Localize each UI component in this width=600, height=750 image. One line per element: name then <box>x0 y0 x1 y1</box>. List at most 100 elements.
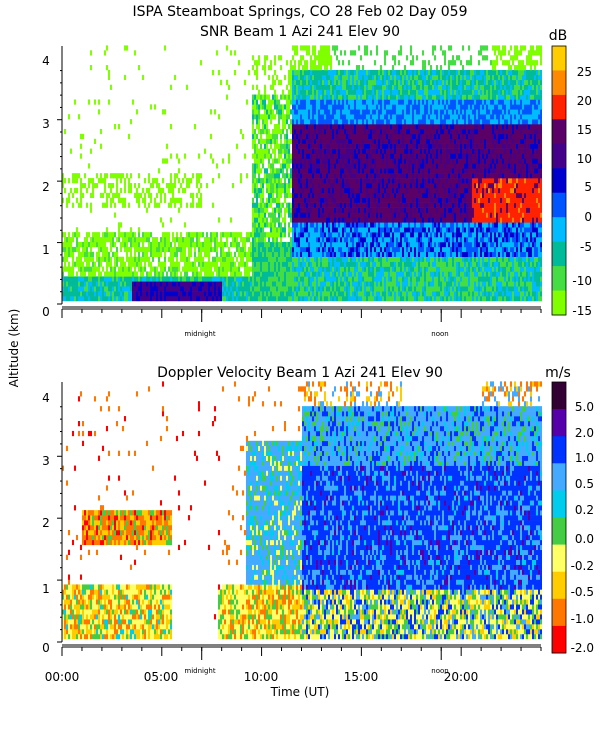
snr-cell <box>308 153 310 159</box>
snr-cell <box>274 222 276 228</box>
snr-cell <box>374 237 376 243</box>
snr-cell <box>318 178 320 184</box>
snr-cell <box>202 232 204 238</box>
snr-cell <box>284 192 286 199</box>
snr-cell <box>380 89 382 95</box>
snr-cell <box>228 276 230 282</box>
snr-cell <box>360 237 362 243</box>
snr-cell <box>96 266 98 272</box>
snr-cell <box>390 271 392 277</box>
snr-cell <box>188 256 190 262</box>
snr-cell <box>344 163 346 169</box>
snr-cell <box>376 197 378 203</box>
snr-cell <box>378 168 380 174</box>
snr-cell <box>344 266 346 272</box>
snr-cell <box>294 182 296 189</box>
snr-cell <box>244 271 246 277</box>
snr-cell <box>324 153 326 159</box>
snr-cell <box>398 202 400 208</box>
snr-cell <box>118 173 120 179</box>
snr-cell <box>370 50 372 56</box>
snr-cell <box>358 104 360 110</box>
snr-cell <box>398 143 400 149</box>
snr-cell <box>366 173 368 179</box>
snr-cell <box>366 291 368 297</box>
snr-cell <box>314 222 316 228</box>
snr-cell <box>358 222 360 228</box>
snr-cell <box>364 50 366 56</box>
snr-cell <box>386 222 388 228</box>
snr-cell <box>382 207 384 213</box>
snr-cell <box>340 202 342 208</box>
snr-cell <box>260 241 262 248</box>
snr-cell <box>240 128 242 135</box>
snr-cell <box>360 55 362 61</box>
snr-cell <box>246 281 248 287</box>
snr-cell <box>120 241 122 248</box>
snr-cell <box>306 114 308 120</box>
snr-cell <box>384 104 386 110</box>
snr-cell <box>318 168 320 174</box>
snr-cell <box>212 237 214 243</box>
snr-cell <box>322 60 324 66</box>
snr-cell <box>128 261 130 267</box>
snr-cell <box>312 202 314 208</box>
snr-cell <box>118 124 120 130</box>
snr-cell <box>300 182 302 189</box>
snr-cell <box>126 271 128 277</box>
snr-cell <box>322 197 324 203</box>
snr-cell <box>294 222 296 228</box>
snr-cell <box>326 241 328 248</box>
snr-cell <box>322 266 324 272</box>
snr-cell <box>302 143 304 149</box>
snr-cell <box>254 276 256 282</box>
snr-cell <box>386 104 388 110</box>
snr-cell <box>342 182 344 189</box>
snr-cell <box>264 232 266 238</box>
snr-cell <box>362 168 364 174</box>
snr-cell <box>106 237 108 243</box>
snr-cell <box>80 276 82 282</box>
snr-cell <box>394 286 396 292</box>
snr-cell <box>354 114 356 120</box>
snr-cell <box>172 197 174 203</box>
snr-cell <box>374 114 376 120</box>
snr-cell <box>390 192 392 199</box>
snr-cell <box>336 182 338 189</box>
snr-cell <box>232 296 234 302</box>
snr-cell <box>84 296 86 302</box>
snr-cell <box>376 50 378 56</box>
snr-cell <box>390 266 392 272</box>
snr-cell <box>260 153 262 159</box>
snr-cell <box>222 256 224 262</box>
snr-cell <box>64 128 66 135</box>
snr-cell <box>304 212 306 218</box>
snr-cell <box>276 271 278 277</box>
snr-cell <box>334 124 336 130</box>
snr-cell <box>304 227 306 233</box>
snr-cell <box>110 237 112 243</box>
snr-cell <box>70 241 72 248</box>
snr-cell <box>354 148 356 154</box>
snr-cell <box>214 241 216 248</box>
snr-cell <box>276 251 278 257</box>
snr-cell <box>168 182 170 189</box>
snr-cell <box>336 114 338 120</box>
snr-cell <box>398 192 400 199</box>
snr-cell <box>316 138 318 144</box>
snr-cell <box>364 246 366 253</box>
snr-cell <box>280 153 282 159</box>
snr-cell <box>362 79 364 85</box>
snr-cell <box>368 109 370 115</box>
snr-cell <box>226 261 228 267</box>
snr-cell <box>394 109 396 115</box>
snr-cell <box>142 256 144 262</box>
snr-cell <box>278 79 280 85</box>
snr-cell <box>262 99 264 105</box>
snr-cell <box>78 251 80 257</box>
snr-cell <box>298 114 300 120</box>
snr-cell <box>374 251 376 257</box>
snr-cell <box>218 217 220 223</box>
snr-cell <box>252 163 254 169</box>
snr-cell <box>146 256 148 262</box>
